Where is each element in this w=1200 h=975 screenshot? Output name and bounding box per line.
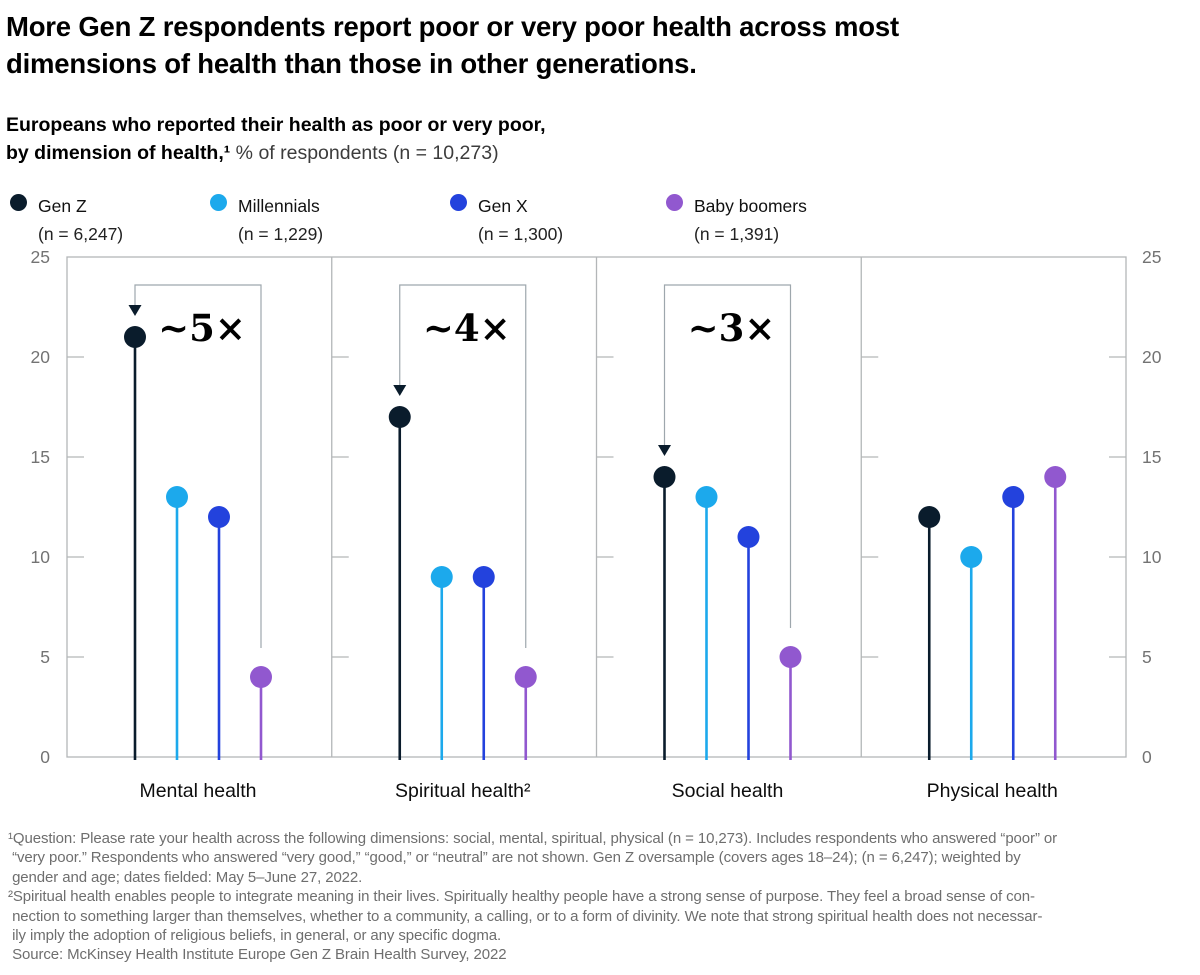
lollipop-dot-millennials-physical-health — [960, 546, 983, 568]
multiplier-bracket — [134, 284, 262, 648]
y-axis-label-left: 25 — [31, 247, 50, 267]
multiplier-bracket — [399, 284, 527, 648]
lollipop-dot-gen-x-spiritual-health — [472, 566, 495, 588]
title-line-1: More Gen Z respondents report poor or ve… — [6, 11, 899, 42]
legend-n-gen-x: (n = 1,300) — [478, 224, 564, 244]
lollipop-dot-millennials-mental-health — [166, 486, 188, 508]
lollipop-dot-baby-boomers-spiritual-health — [514, 666, 537, 688]
legend-label-baby-boomers: Baby boomers — [694, 196, 807, 216]
y-axis-label-right: 0 — [1142, 747, 1152, 767]
y-axis-label-right: 5 — [1142, 647, 1152, 667]
lollipop-dot-gen-z-social-health — [653, 466, 676, 488]
footnote-1-line: “very poor.” Respondents who answered “v… — [8, 849, 1021, 867]
subtitle-line-1: Europeans who reported their health as p… — [6, 114, 546, 136]
legend-n-baby-boomers: (n = 1,391) — [694, 224, 780, 244]
lollipop-dot-baby-boomers-social-health — [779, 646, 802, 668]
legend-item-gen-z: Gen Z (n = 6,247) — [10, 192, 123, 248]
multiplier-bracket — [663, 284, 792, 628]
y-axis-label-right: 20 — [1142, 347, 1162, 367]
lollipop-dot-gen-x-social-health — [737, 526, 760, 548]
subtitle-dimension-label: by dimension of health,¹ — [6, 142, 231, 164]
legend-dot-gen-z-icon — [10, 194, 27, 211]
arrow-down-icon — [393, 385, 407, 396]
category-label-social-health: Social health — [672, 780, 784, 802]
lollipop-dot-gen-z-physical-health — [918, 506, 941, 528]
lollipop-dot-gen-z-mental-health — [124, 326, 146, 348]
lollipop-dot-gen-x-physical-health — [1002, 486, 1025, 508]
legend-item-baby-boomers: Baby boomers (n = 1,391) — [666, 192, 807, 248]
category-label-physical-health: Physical health — [927, 780, 1058, 802]
page-title: More Gen Z respondents report poor or ve… — [6, 8, 1126, 82]
legend-label-millennials: Millennials — [238, 196, 320, 216]
lollipop-dot-millennials-spiritual-health — [430, 566, 453, 588]
legend-n-gen-z: (n = 6,247) — [38, 224, 124, 244]
y-axis-label-left: 10 — [31, 547, 51, 567]
lollipop-dot-gen-z-spiritual-health — [388, 406, 411, 428]
lollipop-chart: 0 0 5 5 10 10 15 15 20 20 25 25 ~5× ~4× ~3× Mental heal… — [31, 247, 1162, 802]
legend-dot-gen-x-icon — [450, 194, 467, 211]
footnote-2-line: ily imply the adoption of religious beli… — [8, 927, 502, 945]
footnote-1-line: gender and age; dates fielded: May 5–Jun… — [8, 868, 363, 886]
legend-item-millennials: Millennials (n = 1,229) — [210, 192, 323, 248]
footnotes: ¹Question: Please rate your health acros… — [8, 829, 1198, 965]
y-axis-label-left: 15 — [31, 447, 50, 467]
footnote-2-line: nection to something larger than themsel… — [8, 907, 1043, 925]
lollipop-dot-millennials-social-health — [695, 486, 718, 508]
legend-dot-baby-boomers-icon — [666, 194, 683, 211]
footnote-2-line: ²Spiritual health enables people to inte… — [8, 888, 1035, 906]
legend-item-gen-x: Gen X (n = 1,300) — [450, 192, 563, 248]
multiplier-label-4: ~4× — [423, 306, 511, 350]
y-axis-label-right: 25 — [1142, 247, 1161, 267]
y-axis-label-left: 0 — [40, 747, 50, 767]
multiplier-label-5: ~5× — [158, 306, 246, 350]
y-axis-label-right: 10 — [1142, 547, 1162, 567]
legend-label-gen-z: Gen Z — [38, 196, 87, 216]
footnote-1-line: ¹Question: Please rate your health acros… — [8, 830, 1058, 847]
chart-subtitle: Europeans who reported their health as p… — [6, 111, 906, 167]
legend-dot-millennials-icon — [210, 194, 227, 211]
lollipop-dot-baby-boomers-mental-health — [250, 666, 272, 688]
title-line-2: dimensions of health than those in other… — [6, 48, 697, 79]
legend: Gen Z (n = 6,247) Millennials (n = 1,229… — [0, 192, 1200, 244]
subtitle-unit-label: % of respondents (n = 10,273) — [230, 142, 499, 164]
source-line: Source: McKinsey Health Institute Europe… — [8, 946, 507, 964]
lollipop-dot-baby-boomers-physical-health — [1044, 466, 1067, 488]
arrow-down-icon — [658, 445, 671, 456]
multiplier-label-3: ~3× — [688, 306, 776, 350]
arrow-down-icon — [128, 305, 142, 316]
legend-n-millennials: (n = 1,229) — [238, 224, 324, 244]
legend-label-gen-x: Gen X — [478, 196, 528, 216]
y-axis-label-right: 15 — [1142, 447, 1161, 467]
y-axis-label-left: 5 — [40, 647, 50, 667]
y-axis-label-left: 20 — [31, 347, 51, 367]
lollipop-dot-gen-x-mental-health — [208, 506, 230, 528]
subtitle-line-2: by dimension of health,¹ % of respondent… — [6, 139, 906, 167]
category-label-mental-health: Mental health — [139, 780, 256, 802]
category-label-spiritual-health: Spiritual health² — [395, 780, 531, 802]
